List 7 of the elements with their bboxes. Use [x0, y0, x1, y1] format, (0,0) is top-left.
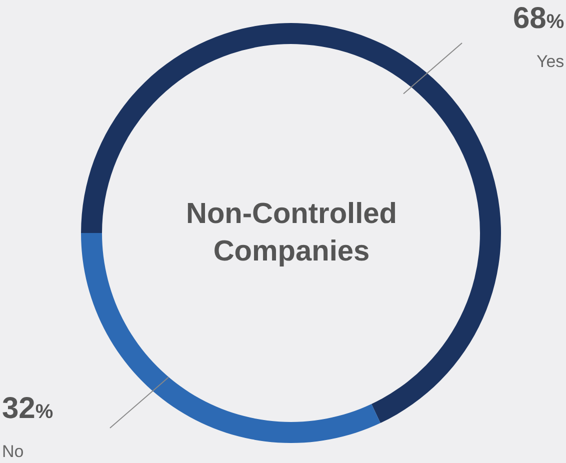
data-label: 68% [513, 2, 564, 35]
donut-slice [81, 233, 380, 443]
text: Non-Controlled Companies [186, 198, 398, 268]
donut-slice [81, 23, 501, 424]
slice-label: No [2, 442, 24, 461]
data-label: 32% [2, 392, 54, 425]
slice-label: Yes [536, 52, 564, 71]
